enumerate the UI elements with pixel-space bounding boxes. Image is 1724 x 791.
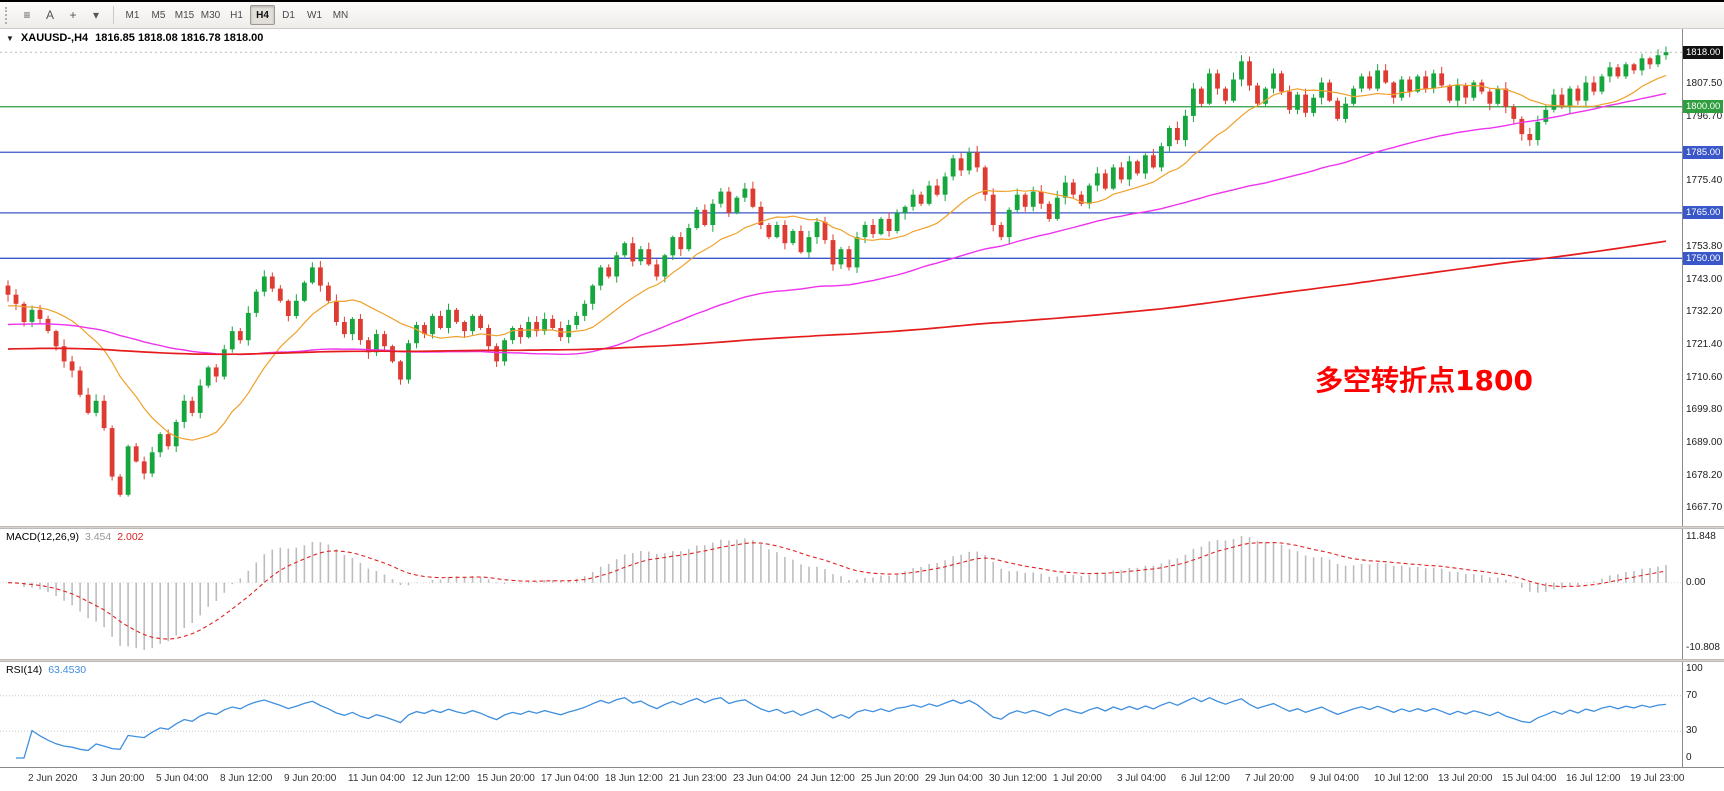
time-axis-label: 3 Jun 20:00 — [92, 773, 145, 784]
tool-dropdown-icon[interactable]: ▾ — [85, 5, 107, 25]
rsi-value: 63.4530 — [48, 664, 87, 676]
price-axis-label: 1807.50 — [1686, 78, 1723, 89]
toolbar: ≡ A + ▾ M1 M5 M15 M30 H1 H4 D1 W1 MN — [0, 2, 1724, 29]
timeframe-H1-button[interactable]: H1 — [224, 5, 249, 25]
price-axis-label: 1732.20 — [1686, 306, 1723, 317]
rsi-axis-label: 70 — [1686, 690, 1698, 701]
time-axis-label: 23 Jun 04:00 — [733, 773, 791, 784]
timeframe-D1-button[interactable]: D1 — [276, 5, 301, 25]
price-axis-label: 1667.70 — [1686, 502, 1723, 513]
time-axis-label: 15 Jun 20:00 — [477, 773, 535, 784]
macd-canvas[interactable] — [0, 529, 1724, 659]
timeframe-M1-button[interactable]: M1 — [120, 5, 145, 25]
macd-axis-label: -10.808 — [1686, 642, 1720, 653]
rsi-axis-label: 30 — [1686, 725, 1698, 736]
panel-separator-rsi[interactable] — [0, 659, 1724, 662]
time-axis-label: 19 Jul 23:00 — [1630, 773, 1685, 784]
crosshair-tool-icon[interactable]: + — [62, 5, 84, 25]
macd-main-value: 3.454 — [84, 531, 112, 543]
macd-signal-value: 2.002 — [117, 531, 144, 543]
time-axis-label: 5 Jun 04:00 — [156, 773, 209, 784]
timeframe-M30-button[interactable]: M30 — [198, 5, 223, 25]
macd-axis-label: 11.848 — [1686, 531, 1716, 542]
panel-separator-macd[interactable] — [0, 526, 1724, 529]
time-axis-label: 11 Jun 04:00 — [348, 773, 406, 784]
price-level-tag: 1800.00 — [1683, 100, 1723, 113]
time-axis-label: 18 Jun 12:00 — [605, 773, 663, 784]
main-chart-panel[interactable]: ▼ XAUUSD-,H4 1816.85 1818.08 1816.78 181… — [0, 29, 1724, 526]
annotation-text: 多空转折点1800 — [1315, 364, 1533, 397]
chart-ohlc-values: 1816.85 1818.08 1816.78 1818.00 — [95, 32, 264, 44]
price-axis-label: 1743.00 — [1686, 274, 1723, 285]
time-axis-label: 29 Jun 04:00 — [925, 773, 983, 784]
price-axis-label: 1678.20 — [1686, 470, 1723, 481]
time-axis-label: 10 Jul 12:00 — [1374, 773, 1429, 784]
price-level-tag: 1750.00 — [1683, 252, 1723, 265]
time-axis-label: 7 Jul 20:00 — [1245, 773, 1294, 784]
indicator-list-icon[interactable]: ≡ — [16, 5, 38, 25]
rsi-canvas[interactable] — [0, 662, 1724, 767]
price-axis-label: 1689.00 — [1686, 437, 1723, 448]
window-top-strip — [0, 0, 1724, 2]
time-axis-label: 24 Jun 12:00 — [797, 773, 855, 784]
text-label-tool-icon[interactable]: A — [39, 5, 61, 25]
timeframe-MN-button[interactable]: MN — [328, 5, 353, 25]
macd-axis[interactable]: 11.848 0.00 -10.808 — [1682, 529, 1724, 659]
price-axis[interactable]: 1807.50 1796.70 1775.40 1753.80 1743.00 1732.… — [1682, 29, 1724, 526]
timeframe-H4-button[interactable]: H4 — [250, 5, 275, 25]
rsi-axis[interactable]: 100 70 30 0 — [1682, 662, 1724, 767]
time-axis-label: 13 Jul 20:00 — [1438, 773, 1493, 784]
time-axis-label: 9 Jun 20:00 — [284, 773, 337, 784]
time-axis[interactable]: 2 Jun 2020 3 Jun 20:00 5 Jun 04:00 8 Jun 12… — [0, 767, 1724, 791]
price-axis-label: 1721.40 — [1686, 339, 1723, 350]
price-axis-label: 1775.40 — [1686, 175, 1723, 186]
time-axis-label: 6 Jul 12:00 — [1181, 773, 1230, 784]
toolbar-drag-handle[interactable] — [5, 6, 10, 24]
macd-label: MACD(12,26,9) 3.454 2.002 — [6, 531, 144, 543]
time-axis-label: 30 Jun 12:00 — [989, 773, 1047, 784]
price-level-tag: 1765.00 — [1683, 206, 1723, 219]
time-axis-label: 8 Jun 12:00 — [220, 773, 273, 784]
tool-icons-group: ≡ A + ▾ — [16, 5, 107, 25]
macd-name-label: MACD(12,26,9) — [6, 531, 79, 543]
time-axis-label: 21 Jun 23:00 — [669, 773, 727, 784]
time-axis-label: 25 Jun 20:00 — [861, 773, 919, 784]
price-level-tag: 1785.00 — [1683, 146, 1723, 159]
chart-title: ▼ XAUUSD-,H4 1816.85 1818.08 1816.78 181… — [6, 32, 263, 44]
current-price-tag: 1818.00 — [1683, 46, 1723, 59]
timeframe-M5-button[interactable]: M5 — [146, 5, 171, 25]
rsi-label: RSI(14) 63.4530 — [6, 664, 86, 676]
time-axis-label: 12 Jun 12:00 — [412, 773, 470, 784]
timeframe-M15-button[interactable]: M15 — [172, 5, 197, 25]
price-axis-label: 1753.80 — [1686, 241, 1723, 252]
time-axis-label: 9 Jul 04:00 — [1310, 773, 1359, 784]
time-axis-label: 1 Jul 20:00 — [1053, 773, 1102, 784]
price-axis-label: 1710.60 — [1686, 372, 1723, 383]
time-axis-label: 15 Jul 04:00 — [1502, 773, 1557, 784]
collapse-arrow-icon[interactable]: ▼ — [6, 33, 14, 43]
rsi-name-label: RSI(14) — [6, 664, 43, 676]
rsi-panel[interactable]: RSI(14) 63.4530 100 70 30 0 — [0, 662, 1724, 767]
time-axis-label: 2 Jun 2020 — [28, 773, 78, 784]
chart-symbol-label: XAUUSD-,H4 — [20, 32, 89, 44]
timeframe-W1-button[interactable]: W1 — [302, 5, 327, 25]
time-axis-label: 16 Jul 12:00 — [1566, 773, 1621, 784]
rsi-axis-label: 100 — [1686, 663, 1703, 674]
price-axis-label: 1796.70 — [1686, 111, 1723, 122]
price-axis-label: 1699.80 — [1686, 404, 1723, 415]
time-axis-label: 17 Jun 04:00 — [541, 773, 599, 784]
macd-panel[interactable]: MACD(12,26,9) 3.454 2.002 11.848 0.00 -10.… — [0, 529, 1724, 659]
macd-axis-label: 0.00 — [1686, 577, 1706, 588]
price-chart-canvas[interactable] — [0, 29, 1724, 526]
time-axis-label: 3 Jul 04:00 — [1117, 773, 1166, 784]
timeframe-group: M1 M5 M15 M30 H1 H4 D1 W1 MN — [120, 5, 353, 25]
rsi-axis-label: 0 — [1686, 752, 1692, 763]
toolbar-separator — [113, 6, 114, 24]
